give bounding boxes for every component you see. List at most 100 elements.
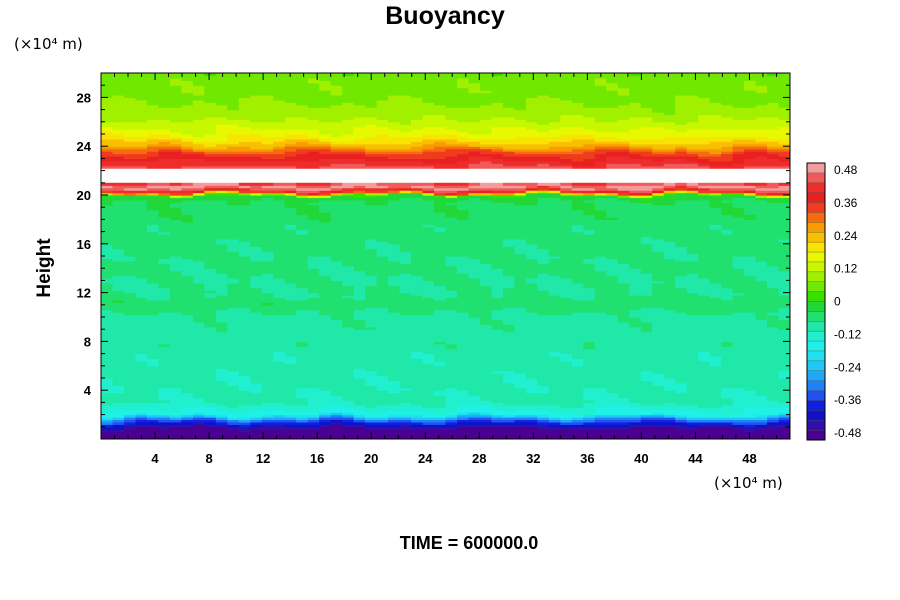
heatmap-cell <box>755 390 768 394</box>
heatmap-cell <box>296 431 309 435</box>
heatmap-cell <box>192 392 205 396</box>
heatmap-cell <box>135 382 148 386</box>
heatmap-cell <box>192 434 205 438</box>
heatmap-cell <box>491 363 504 367</box>
heatmap-cell <box>663 382 676 386</box>
heatmap-cell <box>698 365 711 369</box>
heatmap-cell <box>778 326 790 330</box>
heatmap-cell <box>468 426 481 430</box>
heatmap-cell <box>767 285 780 289</box>
heatmap-cell <box>146 331 160 335</box>
heatmap-cell <box>456 263 470 267</box>
heatmap-cell <box>215 351 228 355</box>
heatmap-cell <box>629 277 642 281</box>
heatmap-cell <box>767 426 780 430</box>
heatmap-cell <box>479 417 493 421</box>
heatmap-cell <box>250 434 263 438</box>
heatmap-cell <box>181 329 194 333</box>
heatmap-cell <box>227 251 240 255</box>
heatmap-cell <box>353 395 366 399</box>
heatmap-cell <box>204 368 217 372</box>
heatmap-cell <box>296 307 309 311</box>
heatmap-cell <box>491 263 504 267</box>
heatmap-cell <box>456 368 470 372</box>
heatmap-cell <box>434 431 447 435</box>
heatmap-cell <box>629 431 642 435</box>
heatmap-cell <box>732 309 745 313</box>
heatmap-cell <box>767 277 780 281</box>
heatmap-cell <box>422 251 435 255</box>
heatmap-cell <box>365 417 378 421</box>
heatmap-cell <box>514 429 527 433</box>
heatmap-cell <box>353 375 366 379</box>
heatmap-cell <box>594 404 607 408</box>
heatmap-cell <box>514 334 527 338</box>
heatmap-cell <box>181 251 194 255</box>
heatmap-cell <box>778 258 790 262</box>
heatmap-cell <box>744 351 757 355</box>
heatmap-cell <box>606 326 619 330</box>
heatmap-cell <box>698 436 711 439</box>
heatmap-cell <box>617 251 630 255</box>
heatmap-cell <box>629 358 642 362</box>
heatmap-cell <box>353 273 366 277</box>
heatmap-cell <box>399 414 412 418</box>
heatmap-cell <box>319 436 332 439</box>
heatmap-cell <box>445 331 458 335</box>
heatmap-cell <box>112 387 125 391</box>
heatmap-cell <box>215 436 228 439</box>
heatmap-cell <box>123 358 137 362</box>
heatmap-cell <box>101 319 114 323</box>
heatmap-cell <box>261 275 274 279</box>
heatmap-cell <box>594 248 607 252</box>
heatmap-cell <box>169 312 182 316</box>
heatmap-cell <box>434 307 447 311</box>
heatmap-cell <box>169 299 182 303</box>
heatmap-cell <box>778 424 790 428</box>
heatmap-cell <box>456 277 470 281</box>
heatmap-cell <box>365 317 378 321</box>
heatmap-cell <box>422 324 435 328</box>
heatmap-cell <box>663 248 676 252</box>
heatmap-cell <box>583 253 596 257</box>
heatmap-cell <box>571 392 584 396</box>
heatmap-cell <box>273 275 286 279</box>
heatmap-cell <box>169 419 182 423</box>
heatmap-cell <box>640 280 653 284</box>
heatmap-cell <box>502 287 515 291</box>
heatmap-cell <box>261 329 274 333</box>
heatmap-cell <box>456 280 470 284</box>
heatmap-cell <box>721 270 734 274</box>
heatmap-cell <box>399 375 412 379</box>
heatmap-cell <box>640 378 653 382</box>
heatmap-cell <box>112 302 125 306</box>
heatmap-cell <box>537 375 550 379</box>
heatmap-cell <box>721 334 734 338</box>
heatmap-cell <box>778 265 790 269</box>
heatmap-cell <box>365 270 378 274</box>
heatmap-cell <box>778 370 790 374</box>
heatmap-cell <box>284 307 297 311</box>
heatmap-cell <box>767 382 780 386</box>
heatmap-cell <box>698 263 711 267</box>
heatmap-cell <box>158 346 171 350</box>
heatmap-cell <box>617 258 630 262</box>
heatmap-cell <box>755 329 768 333</box>
heatmap-cell <box>767 246 780 250</box>
heatmap-cell <box>284 392 297 396</box>
heatmap-cell <box>388 368 401 372</box>
heatmap-cell <box>755 243 768 247</box>
heatmap-cell <box>525 317 538 321</box>
heatmap-cell <box>330 351 343 355</box>
heatmap-cell <box>146 248 160 252</box>
heatmap-cell <box>709 434 722 438</box>
heatmap-cell <box>158 299 171 303</box>
heatmap-cell <box>456 429 470 433</box>
heatmap-cell <box>755 314 768 318</box>
heatmap-cell <box>537 399 550 403</box>
heatmap-cell <box>215 314 228 318</box>
heatmap-cell <box>146 324 160 328</box>
heatmap-cell <box>353 412 366 416</box>
heatmap-cell <box>479 426 493 430</box>
heatmap-cell <box>698 236 711 240</box>
